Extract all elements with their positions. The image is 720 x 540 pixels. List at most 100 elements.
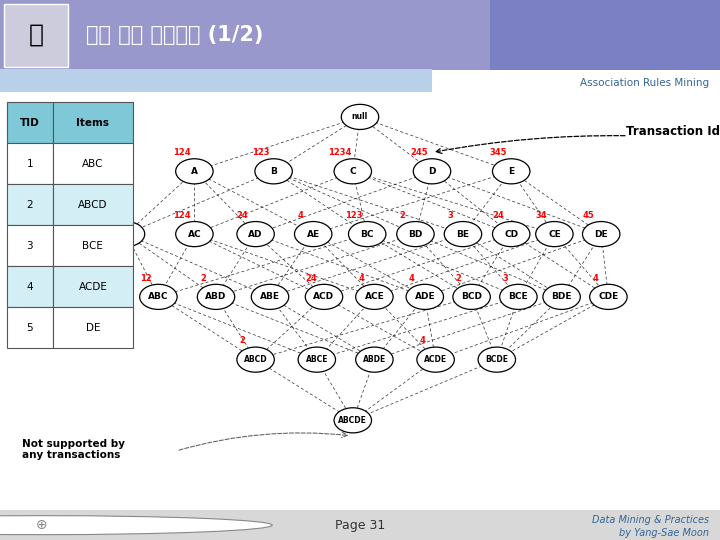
Text: ABCD: ABCD [78, 200, 107, 210]
Ellipse shape [356, 347, 393, 372]
Text: ACDE: ACDE [78, 282, 107, 292]
Text: 123: 123 [346, 211, 363, 220]
Text: 5: 5 [27, 323, 33, 333]
Text: 2: 2 [200, 274, 206, 282]
Text: A: A [191, 167, 198, 176]
Text: 1: 1 [27, 159, 33, 169]
Text: D: D [428, 167, 436, 176]
Ellipse shape [251, 284, 289, 309]
FancyBboxPatch shape [53, 225, 133, 266]
Ellipse shape [341, 104, 379, 130]
Text: Transaction Ids: Transaction Ids [626, 125, 720, 138]
Text: ABDE: ABDE [363, 355, 386, 364]
FancyBboxPatch shape [53, 184, 133, 225]
Text: ABC: ABC [148, 292, 168, 301]
Text: ABCE: ABCE [305, 355, 328, 364]
FancyBboxPatch shape [7, 307, 53, 348]
Text: B: B [270, 167, 277, 176]
Text: 12: 12 [107, 211, 119, 220]
FancyBboxPatch shape [7, 225, 53, 266]
Text: Items: Items [76, 118, 109, 128]
Text: 3: 3 [27, 241, 33, 251]
Text: BCDE: BCDE [485, 355, 508, 364]
Text: BCD: BCD [461, 292, 482, 301]
Ellipse shape [492, 221, 530, 247]
Text: ACDE: ACDE [424, 355, 447, 364]
Text: 4: 4 [27, 282, 33, 292]
Circle shape [0, 516, 272, 535]
Bar [0, 69, 432, 92]
Text: 123: 123 [252, 148, 269, 157]
Text: ⊕: ⊕ [36, 518, 48, 532]
Text: 3: 3 [447, 211, 453, 220]
Ellipse shape [334, 408, 372, 433]
Ellipse shape [582, 221, 620, 247]
Text: 24: 24 [237, 211, 248, 220]
Text: ABC: ABC [82, 159, 104, 169]
Text: by Yang-Sae Moon: by Yang-Sae Moon [619, 528, 709, 538]
FancyBboxPatch shape [53, 307, 133, 348]
Ellipse shape [492, 159, 530, 184]
Ellipse shape [298, 347, 336, 372]
Text: 24: 24 [492, 211, 504, 220]
Text: DE: DE [86, 323, 100, 333]
Text: 45: 45 [582, 211, 594, 220]
Ellipse shape [406, 284, 444, 309]
Ellipse shape [237, 221, 274, 247]
Text: TID: TID [20, 118, 40, 128]
Text: ACD: ACD [313, 292, 335, 301]
Ellipse shape [500, 284, 537, 309]
Text: BC: BC [361, 230, 374, 239]
Text: E: E [508, 167, 514, 176]
Ellipse shape [176, 159, 213, 184]
Ellipse shape [197, 284, 235, 309]
Text: 2: 2 [27, 200, 33, 210]
Text: BE: BE [456, 230, 469, 239]
FancyBboxPatch shape [53, 102, 133, 143]
Ellipse shape [444, 221, 482, 247]
Text: Association Rules Mining: Association Rules Mining [580, 78, 709, 87]
Ellipse shape [176, 221, 213, 247]
FancyBboxPatch shape [7, 184, 53, 225]
Text: BDE: BDE [552, 292, 572, 301]
Text: 24: 24 [305, 274, 317, 282]
Text: 345: 345 [490, 148, 507, 157]
Text: 12: 12 [140, 274, 151, 282]
Text: 2: 2 [456, 274, 462, 282]
Text: 4: 4 [593, 274, 598, 282]
Text: BCE: BCE [83, 241, 103, 251]
Text: CDE: CDE [598, 292, 618, 301]
Ellipse shape [294, 221, 332, 247]
Text: 🧑: 🧑 [29, 23, 43, 47]
Text: 4: 4 [409, 274, 415, 282]
Text: AE: AE [307, 230, 320, 239]
Text: DE: DE [595, 230, 608, 239]
Text: 2: 2 [400, 211, 405, 220]
FancyBboxPatch shape [7, 143, 53, 184]
Ellipse shape [348, 221, 386, 247]
FancyBboxPatch shape [7, 102, 53, 143]
Text: 124: 124 [173, 211, 190, 220]
Text: ABCDE: ABCDE [338, 416, 367, 425]
Text: null: null [352, 112, 368, 122]
Text: 124: 124 [173, 148, 190, 157]
Text: CD: CD [504, 230, 518, 239]
Ellipse shape [107, 221, 145, 247]
Ellipse shape [356, 284, 393, 309]
Ellipse shape [543, 284, 580, 309]
Text: 4: 4 [359, 274, 364, 282]
FancyBboxPatch shape [53, 143, 133, 184]
Text: Not supported by
any transactions: Not supported by any transactions [22, 439, 125, 461]
Ellipse shape [417, 347, 454, 372]
Ellipse shape [334, 159, 372, 184]
Text: AD: AD [248, 230, 263, 239]
Text: 1234: 1234 [328, 148, 351, 157]
Text: 245: 245 [410, 148, 428, 157]
Text: BCE: BCE [508, 292, 528, 301]
Text: 3: 3 [503, 274, 508, 282]
Text: 4: 4 [297, 211, 303, 220]
Ellipse shape [413, 159, 451, 184]
Text: BD: BD [408, 230, 423, 239]
Text: AB: AB [119, 230, 133, 239]
Text: 34: 34 [536, 211, 547, 220]
